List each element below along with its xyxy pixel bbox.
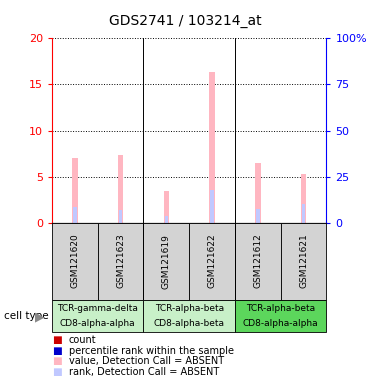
Text: rank, Detection Call = ABSENT: rank, Detection Call = ABSENT: [69, 367, 219, 377]
Text: TCR-alpha-beta: TCR-alpha-beta: [155, 304, 224, 313]
Bar: [302, 204, 305, 223]
Bar: [164, 191, 169, 223]
Text: CD8-alpha-alpha: CD8-alpha-alpha: [243, 318, 319, 328]
Text: GSM121620: GSM121620: [70, 234, 79, 288]
Bar: [255, 163, 260, 223]
Bar: [301, 174, 306, 223]
Text: GSM121612: GSM121612: [253, 234, 262, 288]
Text: ■: ■: [52, 346, 62, 356]
Text: count: count: [69, 335, 96, 345]
Text: ■: ■: [52, 367, 62, 377]
Bar: [189, 223, 235, 300]
Text: TCR-alpha-beta: TCR-alpha-beta: [246, 304, 315, 313]
Text: TCR-gamma-delta: TCR-gamma-delta: [57, 304, 138, 313]
Text: value, Detection Call = ABSENT: value, Detection Call = ABSENT: [69, 356, 224, 366]
Bar: [119, 210, 122, 223]
Bar: [118, 154, 123, 223]
Text: GDS2741 / 103214_at: GDS2741 / 103214_at: [109, 14, 262, 28]
Bar: [164, 216, 168, 223]
Text: ▶: ▶: [35, 310, 45, 323]
Bar: [210, 190, 214, 223]
Bar: [73, 207, 77, 223]
Text: ■: ■: [52, 335, 62, 345]
Bar: [52, 300, 144, 332]
Bar: [256, 209, 260, 223]
Bar: [235, 223, 281, 300]
Text: CD8-alpha-beta: CD8-alpha-beta: [154, 318, 225, 328]
Bar: [209, 71, 215, 223]
Text: ■: ■: [52, 356, 62, 366]
Text: CD8-alpha-alpha: CD8-alpha-alpha: [60, 318, 135, 328]
Text: GSM121621: GSM121621: [299, 234, 308, 288]
Bar: [235, 300, 326, 332]
Text: GSM121623: GSM121623: [116, 234, 125, 288]
Bar: [281, 223, 326, 300]
Bar: [98, 223, 144, 300]
Text: percentile rank within the sample: percentile rank within the sample: [69, 346, 234, 356]
Bar: [144, 223, 189, 300]
Text: GSM121619: GSM121619: [162, 234, 171, 288]
Text: GSM121622: GSM121622: [208, 234, 217, 288]
Bar: [144, 300, 235, 332]
Bar: [72, 158, 78, 223]
Text: cell type: cell type: [4, 311, 48, 321]
Bar: [52, 223, 98, 300]
